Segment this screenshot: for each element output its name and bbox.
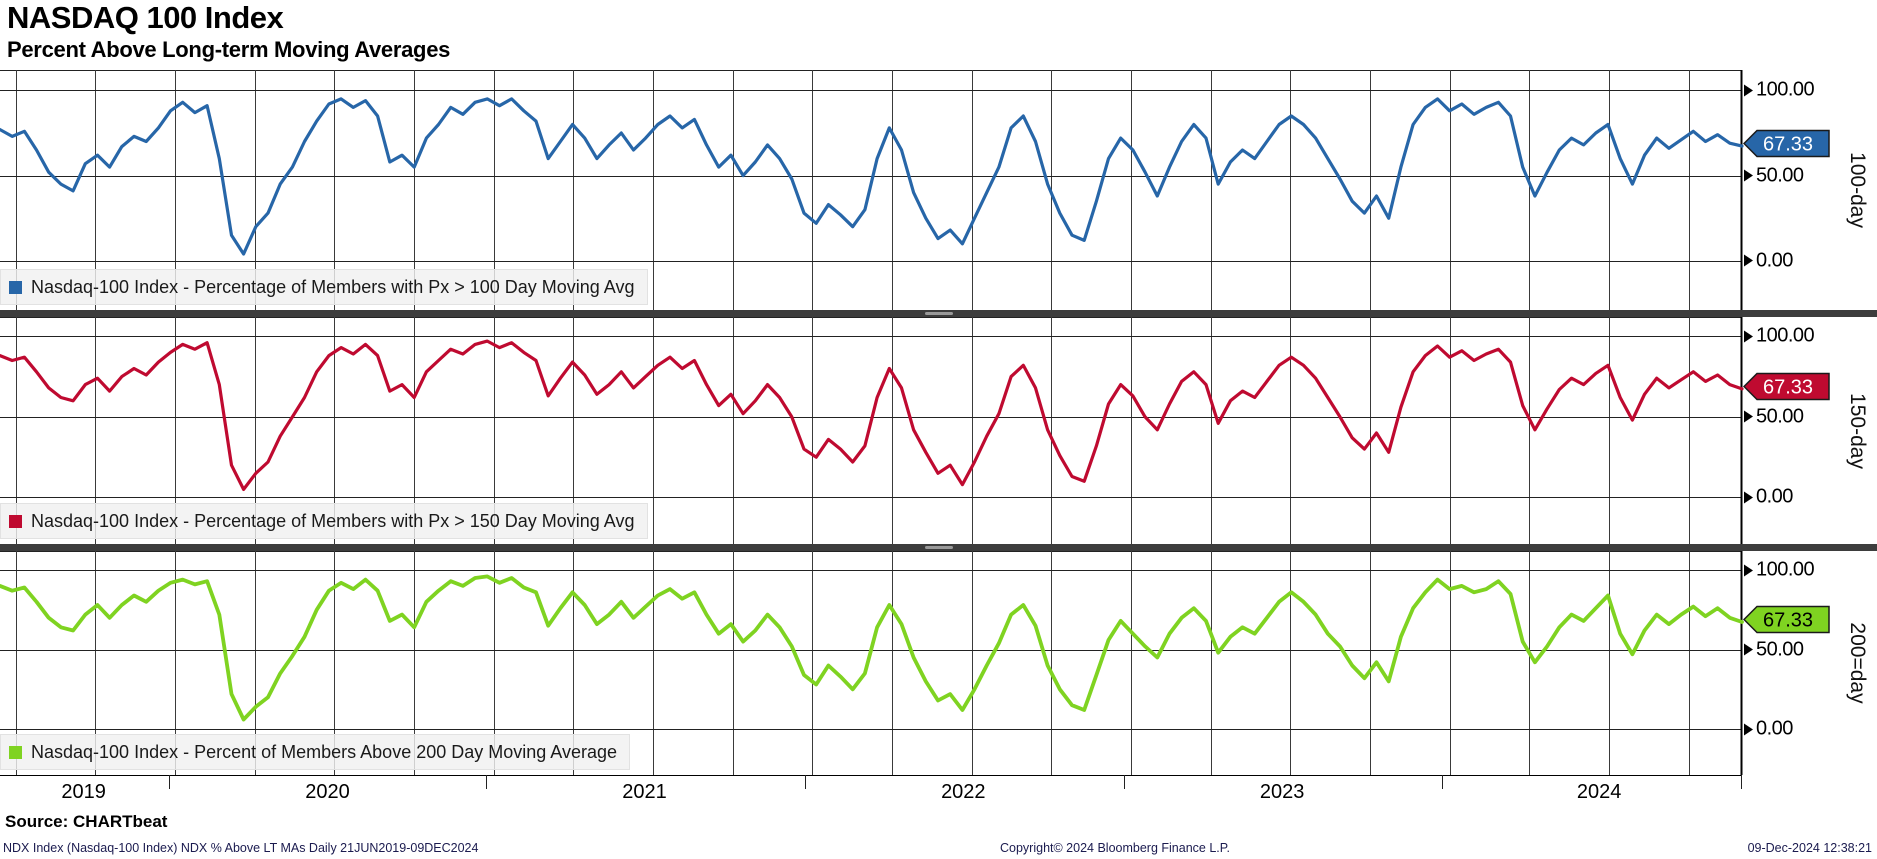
axis-title-100-day: 100-day	[1846, 152, 1869, 228]
y-tick-100.00: 100.00	[1744, 559, 1815, 582]
plot-area-150-day[interactable]	[0, 317, 1877, 544]
legend-label: Nasdaq-100 Index - Percent of Members Ab…	[31, 741, 618, 762]
svg-text:67.33: 67.33	[1763, 376, 1813, 398]
x-axis: 2019 2020 2021 2022 2023 2024	[0, 775, 1877, 813]
separator-drag-handle-icon[interactable]	[924, 546, 953, 549]
x-axis-tick	[804, 775, 806, 789]
tick-arrow-icon	[1744, 330, 1753, 343]
x-axis-year-2020: 2020	[305, 781, 350, 803]
x-axis-year-2019: 2019	[61, 781, 106, 803]
series-line-150-day	[0, 339, 1744, 491]
y-tick-50.00: 50.00	[1744, 164, 1804, 187]
tick-arrow-icon	[1744, 410, 1753, 423]
plot-area-100-day[interactable]	[0, 70, 1877, 310]
y-tick-0.00: 0.00	[1744, 249, 1793, 272]
separator-drag-handle-icon[interactable]	[924, 312, 953, 315]
page-subtitle: Percent Above Long-term Moving Averages	[7, 37, 451, 62]
legend-100-day[interactable]: Nasdaq-100 Index - Percentage of Members…	[0, 269, 648, 305]
y-tick-0.00: 0.00	[1744, 486, 1793, 509]
y-tick-50.00: 50.00	[1744, 405, 1804, 428]
footer-security-info: NDX Index (Nasdaq-100 Index) NDX % Above…	[3, 841, 479, 855]
x-axis-tick	[1123, 775, 1125, 789]
x-axis-tick	[486, 775, 488, 789]
tick-arrow-icon	[1744, 723, 1753, 736]
legend-200-day[interactable]: Nasdaq-100 Index - Percent of Members Ab…	[0, 734, 631, 770]
legend-swatch-icon	[9, 745, 22, 759]
x-axis-tick	[1442, 775, 1444, 789]
series-line-100-day	[0, 97, 1744, 256]
tick-arrow-icon	[1744, 254, 1753, 267]
panel-100-day[interactable]: 100.00 50.00 0.00 67.33 100-day Nasdaq-100 In…	[0, 70, 1877, 310]
axis-title-150-day: 150-day	[1846, 392, 1869, 469]
panel-separator[interactable]	[0, 310, 1877, 317]
panel-separator[interactable]	[0, 544, 1877, 551]
tick-arrow-icon	[1744, 491, 1753, 504]
axis-title-200-day: 200=day	[1846, 622, 1869, 704]
tick-arrow-icon	[1744, 643, 1753, 656]
x-axis-year-2022: 2022	[941, 781, 986, 803]
series-line-200-day	[0, 574, 1744, 722]
legend-150-day[interactable]: Nasdaq-100 Index - Percentage of Members…	[0, 503, 648, 539]
tick-arrow-icon	[1744, 84, 1753, 97]
legend-swatch-icon	[9, 280, 22, 294]
footer-copyright: Copyright© 2024 Bloomberg Finance L.P.	[1000, 841, 1230, 855]
x-axis-year-2023: 2023	[1259, 781, 1305, 803]
legend-label: Nasdaq-100 Index - Percentage of Members…	[31, 510, 635, 531]
panel-150-day[interactable]: 100.00 50.00 0.00 67.33 150-day Nasdaq-100 In…	[0, 317, 1877, 544]
footer-timestamp: 09-Dec-2024 12:38:21	[1747, 841, 1872, 855]
legend-swatch-icon	[9, 514, 22, 528]
x-axis-year-2024: 2024	[1576, 781, 1622, 803]
x-axis-tick	[1741, 775, 1743, 789]
legend-label: Nasdaq-100 Index - Percentage of Members…	[31, 276, 635, 297]
y-tick-50.00: 50.00	[1744, 638, 1804, 661]
y-tick-100.00: 100.00	[1744, 325, 1815, 348]
source-line: Source: CHARTbeat	[5, 812, 168, 831]
svg-text:67.33: 67.33	[1763, 134, 1813, 156]
x-axis-year-2021: 2021	[622, 781, 667, 803]
tick-arrow-icon	[1744, 564, 1753, 577]
svg-text:67.33: 67.33	[1763, 609, 1813, 631]
footer-bar: NDX Index (Nasdaq-100 Index) NDX % Above…	[0, 838, 1877, 859]
y-tick-0.00: 0.00	[1744, 718, 1793, 741]
last-value-badge-150-day[interactable]: 67.33	[1742, 370, 1831, 407]
panel-200-day[interactable]: 100.00 50.00 0.00 67.33 200=day Nasdaq-100 In…	[0, 551, 1877, 775]
y-tick-100.00: 100.00	[1744, 79, 1815, 102]
tick-arrow-icon	[1744, 169, 1753, 182]
last-value-badge-200-day[interactable]: 67.33	[1742, 603, 1831, 640]
last-value-badge-100-day[interactable]: 67.33	[1742, 128, 1831, 165]
x-axis-tick	[168, 775, 170, 789]
x-axis-line	[0, 775, 1742, 776]
page-title: NASDAQ 100 Index	[7, 0, 284, 35]
